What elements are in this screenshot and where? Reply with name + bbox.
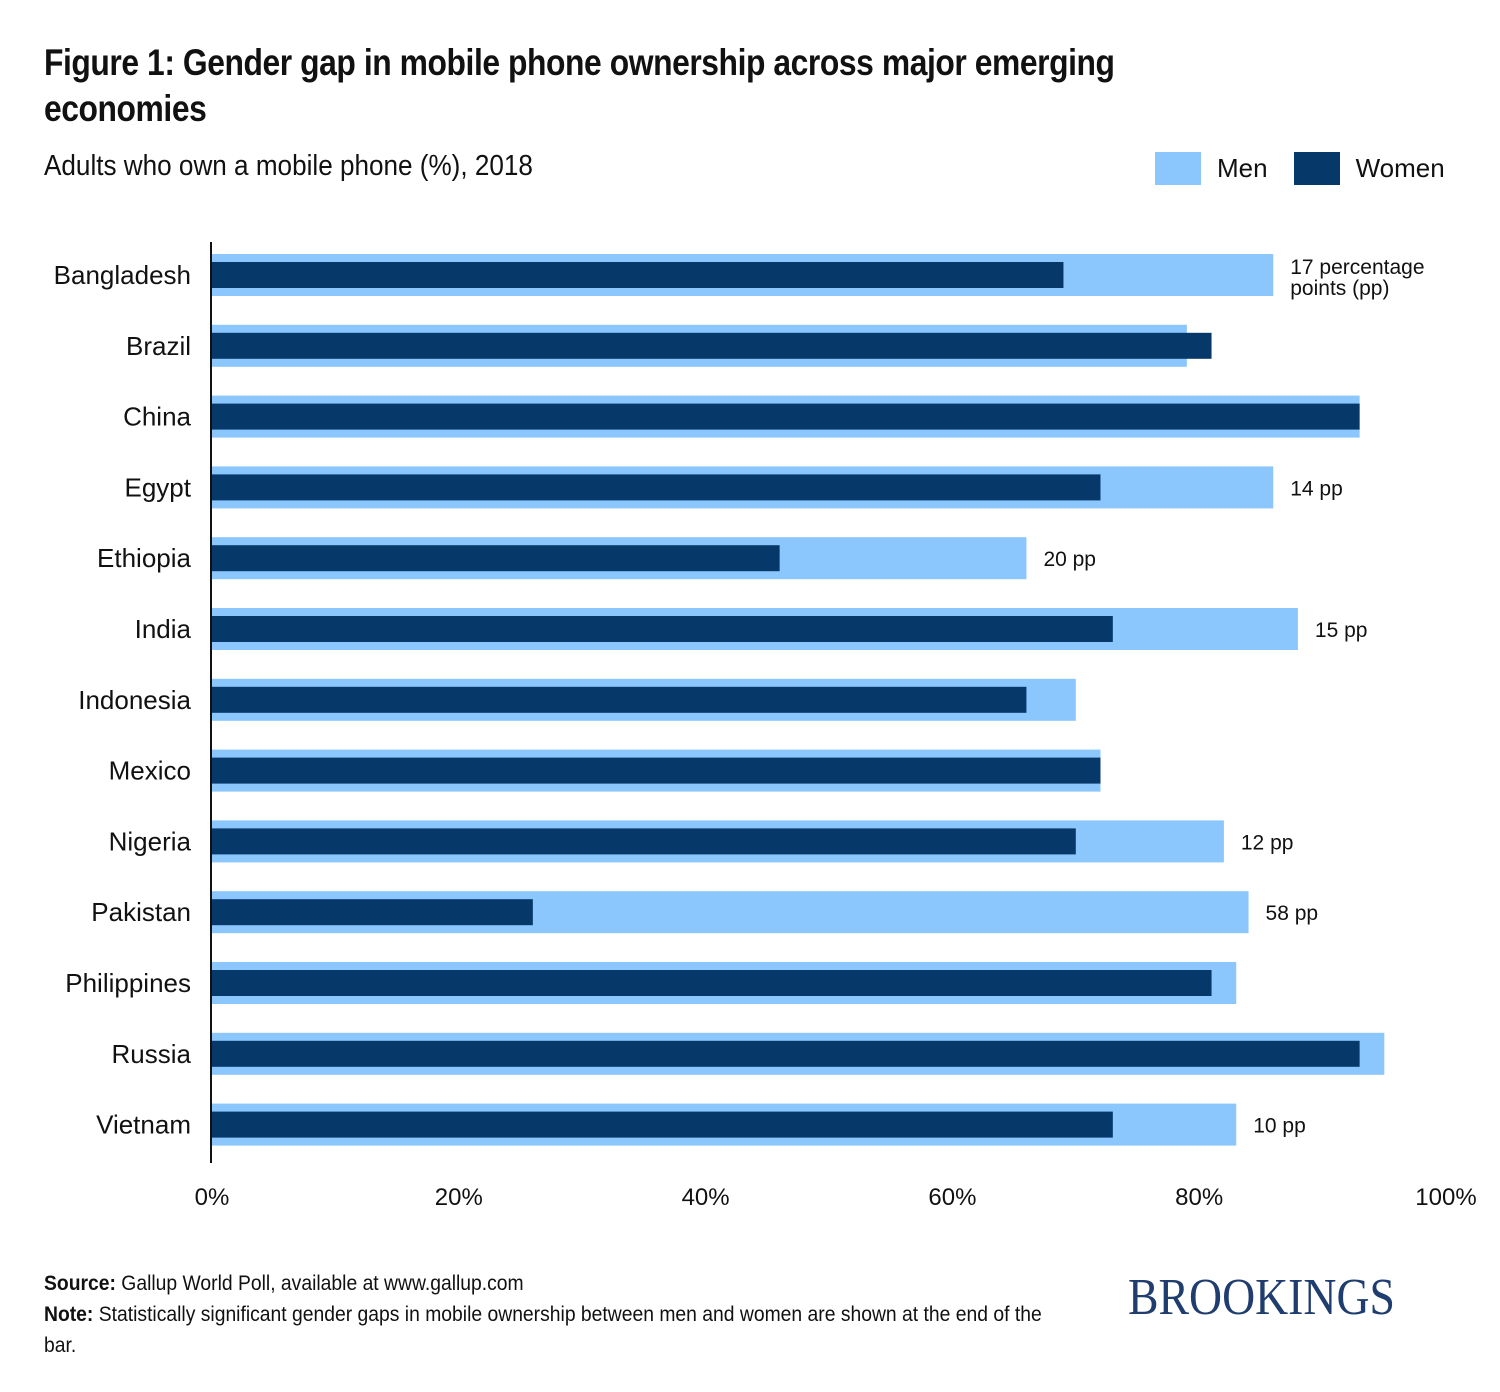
gap-annotation: 15 pp	[1315, 619, 1368, 642]
brookings-logo: BROOKINGS	[1128, 1269, 1395, 1326]
bar-women	[212, 686, 1027, 713]
gap-annotation: 20 pp	[1043, 548, 1096, 571]
category-label: Ethiopia	[97, 543, 191, 573]
chart-title: Figure 1: Gender gap in mobile phone own…	[44, 42, 1115, 129]
note-label: Note:	[44, 1303, 94, 1326]
bar-women	[212, 1040, 1360, 1067]
category-label: Philippines	[65, 968, 191, 998]
gap-annotation-line: points (pp)	[1290, 277, 1389, 300]
bar-women	[212, 262, 1064, 288]
chart-subtitle: Adults who own a mobile phone (%), 2018	[44, 150, 533, 182]
bar-women	[212, 332, 1212, 359]
note-line: Note: Statistically significant gender g…	[44, 1299, 1056, 1361]
gap-annotation: 12 pp	[1241, 831, 1294, 854]
x-tick-label: 0%	[195, 1184, 230, 1211]
footer: Source: Gallup World Poll, available at …	[44, 1268, 1056, 1361]
gap-annotation: 58 pp	[1266, 902, 1319, 925]
category-label: Vietnam	[96, 1110, 191, 1140]
category-label: India	[135, 614, 192, 644]
gap-annotation: 10 pp	[1253, 1115, 1306, 1138]
gap-annotation: 14 pp	[1290, 477, 1343, 500]
bar-women	[212, 545, 780, 572]
bar-women	[212, 474, 1101, 501]
legend-label-women: Women	[1355, 153, 1445, 183]
bar-women	[212, 403, 1360, 430]
category-label: Russia	[112, 1039, 192, 1069]
bar-women	[212, 1111, 1113, 1138]
category-label: China	[123, 402, 191, 432]
legend-swatch-women	[1293, 152, 1340, 185]
source-text: Gallup World Poll, available at www.gall…	[115, 1272, 524, 1295]
category-label: Indonesia	[78, 685, 191, 715]
gap-annotation-line: 17 percentage	[1290, 256, 1424, 279]
source-label: Source:	[44, 1272, 116, 1295]
bar-women	[212, 616, 1113, 642]
bar-women	[212, 970, 1212, 996]
x-tick-label: 80%	[1175, 1184, 1223, 1211]
category-label: Bangladesh	[54, 260, 191, 290]
category-label: Pakistan	[91, 897, 191, 927]
bar-women	[212, 757, 1101, 784]
category-label: Brazil	[126, 331, 191, 361]
legend-label-men: Men	[1217, 153, 1268, 183]
bar-women	[212, 828, 1076, 855]
category-label: Mexico	[109, 756, 191, 786]
source-line: Source: Gallup World Poll, available at …	[44, 1268, 1056, 1299]
gap-annotation: 17 percentage points (pp)	[1290, 256, 1424, 300]
x-tick-label: 60%	[928, 1184, 976, 1211]
bar-women	[212, 899, 533, 926]
category-label: Egypt	[125, 472, 192, 502]
x-tick-label: 100%	[1415, 1184, 1476, 1211]
category-label: Nigeria	[109, 826, 192, 856]
legend-swatch-men	[1155, 152, 1201, 185]
note-text: Statistically significant gender gaps in…	[44, 1303, 1042, 1357]
x-tick-label: 20%	[435, 1184, 483, 1211]
x-tick-label: 40%	[682, 1184, 730, 1211]
legend: Men Women	[1155, 152, 1471, 185]
